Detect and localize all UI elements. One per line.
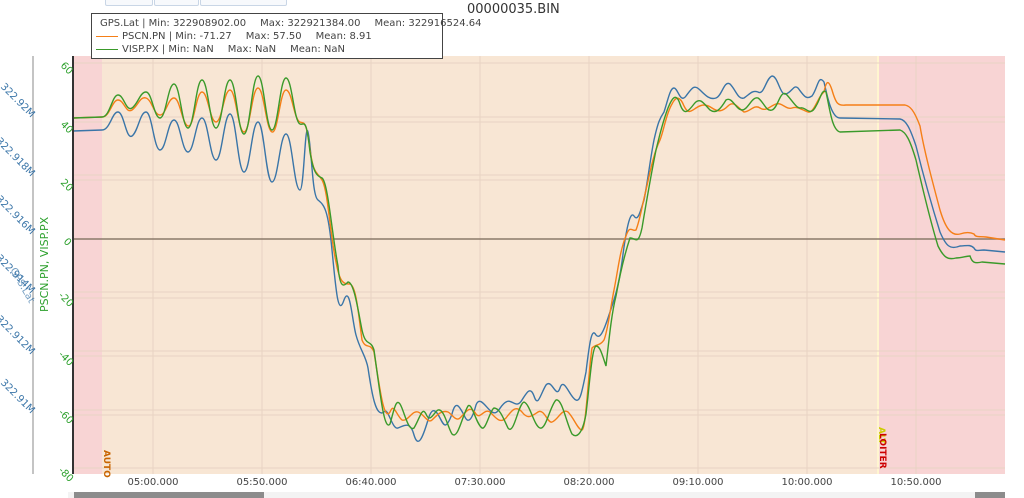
legend-item-visp-px[interactable]: VISP.PX | Min: NaN Max: NaN Mean: NaN [96,43,442,56]
x-tick-label: 07:30.000 [454,477,505,488]
series-visp-px[interactable] [72,75,1006,437]
legend-swatch-pscn-pn [96,36,118,37]
mode-region-loiter [878,56,1005,474]
legend-name: GPS.Lat [100,18,139,29]
chart-title: 00000035.BIN [467,2,560,17]
range-slider-left-handle[interactable] [74,492,264,498]
x-tick-label: 09:10.000 [672,477,723,488]
legend-max: Max: 322921384.00 [260,18,361,29]
y-far-left-tick-label: 322.91M [0,377,37,416]
legend-name: VISP.PX [122,44,159,55]
legend-max: Max: 57.50 [245,31,302,42]
mode-label-loiter: LOITER [877,433,887,469]
legend-min: Min: NaN [168,44,214,55]
legend: GPS.Lat | Min: 322908902.00 Max: 3229213… [91,13,482,59]
legend-max: Max: NaN [227,44,277,55]
toolbar-button-3[interactable] [200,0,287,6]
x-tick-label: 08:20.000 [563,477,614,488]
x-tick-label: 05:50.000 [236,477,287,488]
legend-mean: Mean: 8.91 [315,31,372,42]
legend-item-pscn-pn[interactable]: PSCN.PN | Min: -71.27 Max: 57.50 Mean: 8… [96,30,442,43]
range-slider-right-handle[interactable] [975,492,1005,498]
legend-min: Min: 322908902.00 [148,18,247,29]
series-pscn-pn[interactable] [72,82,1006,431]
x-axis-ticks: 05:00.000 05:50.000 06:40.000 07:30.000 … [127,477,941,488]
x-tick-label: 10:00.000 [781,477,832,488]
mode-region-pre [73,56,102,474]
toolbar-button-1[interactable] [105,0,153,6]
y-far-left-tick-label: 322.918M [0,136,37,179]
y-far-left-tick-label: 322.92M [0,81,37,120]
legend-swatch-visp-px [96,49,118,50]
mode-label-auto: AUTO [101,450,111,478]
x-tick-label: 06:40.000 [345,477,396,488]
legend-name: PSCN.PN [122,31,166,42]
mode-label-alt: ALT [876,427,886,445]
toolbar-button-2[interactable] [154,0,199,6]
mode-region-auto [102,56,878,474]
x-tick-label: 05:00.000 [127,477,178,488]
series-gps-lat[interactable] [72,75,1006,442]
legend-min: Min: -71.27 [175,31,232,42]
legend-item-gps-lat[interactable]: GPS.Lat | Min: 322908902.00 Max: 3229213… [100,18,482,29]
y-axis-far-left-ticks: 322.92M 322.918M 322.916M 322.914M 322.9… [0,81,37,416]
y-left-tick-label: 0 [61,236,73,248]
y-far-left-tick-label: 322.916M [0,194,37,237]
x-tick-label: 10:50.000 [890,477,941,488]
y-axis-left-title: PSCN.PN, VISP.PX [38,216,51,312]
range-slider-track[interactable] [68,492,1005,498]
legend-mean: Mean: 322916524.64 [374,18,482,29]
grid [73,56,1005,474]
y-far-left-tick-label: 322.912M [0,314,37,357]
legend-mean: Mean: NaN [290,44,345,55]
